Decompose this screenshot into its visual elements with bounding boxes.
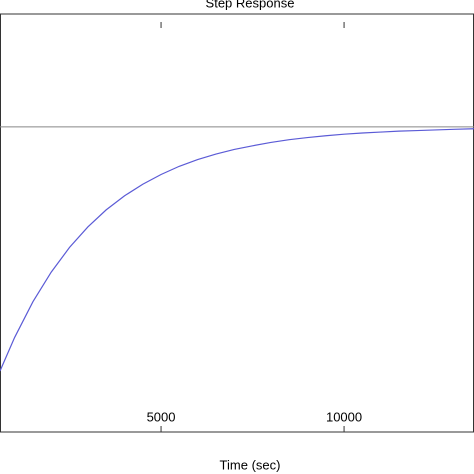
x-tick-label: 5000 <box>147 409 176 424</box>
x-axis-label: Time (sec) <box>220 457 281 472</box>
chart-title: Step Response <box>206 0 295 10</box>
series-line <box>0 128 474 372</box>
x-tick-label: 10000 <box>326 409 362 424</box>
plot-frame <box>0 13 474 433</box>
